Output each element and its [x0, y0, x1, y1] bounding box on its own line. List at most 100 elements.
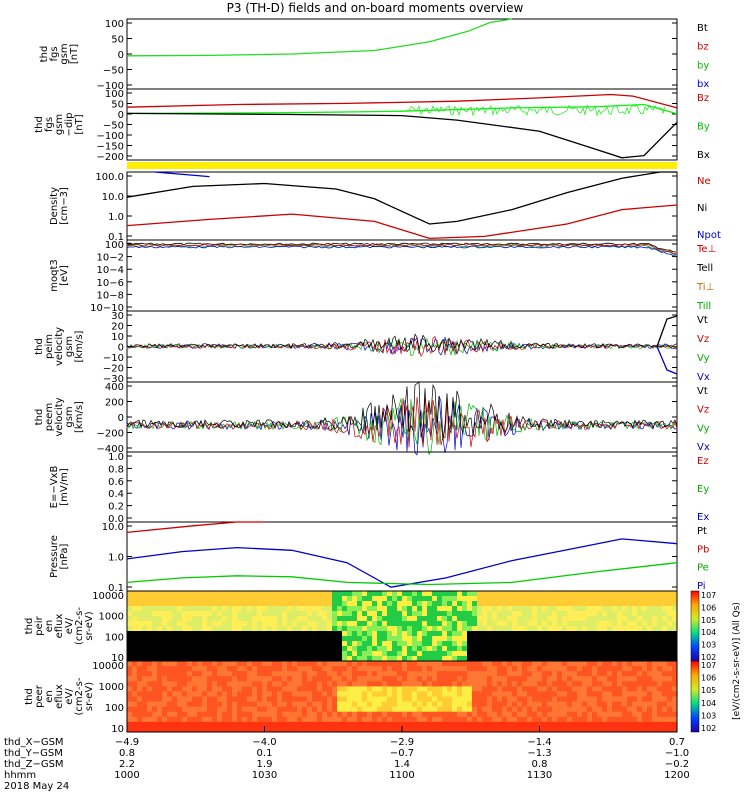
- legend-entry: Ey: [697, 484, 709, 495]
- x-row-value: 0.1: [257, 748, 273, 759]
- legend-entry: Vx: [697, 372, 710, 383]
- panel-moqt3: [126, 239, 678, 312]
- y-tick-label: −200: [97, 429, 124, 440]
- colorbar-tick: 105: [701, 616, 716, 625]
- legend-entry: Vx: [697, 442, 710, 453]
- legend-entry: bx: [697, 79, 709, 90]
- y-axis-label: thd: [39, 46, 50, 63]
- legend-entry: Ez: [697, 456, 709, 467]
- legend-entry: Pb: [697, 544, 709, 555]
- colorbar-tick: 102: [701, 653, 716, 662]
- x-row-value: 1100: [389, 770, 414, 781]
- y-tick-label: −20: [103, 364, 124, 375]
- y-tick-label: 1000: [99, 612, 124, 623]
- y-axis-label: [nPa]: [59, 543, 70, 569]
- y-axis-label: velocity: [54, 327, 65, 366]
- series-by: [126, 18, 513, 57]
- series-Pe: [126, 562, 678, 586]
- panel-frame: [126, 18, 678, 90]
- legend-entry: by: [697, 60, 709, 71]
- y-tick-label: 1.0: [108, 452, 124, 463]
- y-tick-label: 10−4: [97, 265, 124, 276]
- trace-vx-end: [656, 346, 678, 375]
- trace: [126, 243, 677, 255]
- x-row-value: −2.9: [390, 737, 414, 748]
- y-axis-label: fgs: [44, 117, 55, 132]
- y-axis-label: gsm: [64, 406, 75, 427]
- x-row-value: 0.8: [119, 748, 135, 759]
- y-axis-label: [km/s]: [74, 330, 85, 362]
- legend-entry: Ex: [697, 512, 709, 523]
- panel-frame: [126, 239, 678, 312]
- y-tick-label: −150: [97, 142, 124, 153]
- y-axis-label: (cm2-s-: [74, 607, 85, 645]
- y-tick-label: 10: [111, 653, 124, 664]
- panel-peem_velocity: [126, 381, 678, 456]
- y-axis-label: thd: [34, 116, 45, 133]
- y-tick-label: 0.2: [108, 502, 124, 513]
- y-tick-label: 0.6: [108, 477, 124, 488]
- y-tick-label: 10.0: [102, 522, 124, 533]
- legend-entry: Pt: [697, 526, 707, 537]
- series-Ne: [126, 204, 678, 240]
- y-tick-label: 10.0: [102, 192, 124, 203]
- legend-entry: Ne: [697, 176, 711, 187]
- y-tick-label: −100: [97, 81, 124, 92]
- colorbar: [690, 660, 700, 733]
- y-axis-label: Pressure: [49, 535, 60, 578]
- y-tick-label: 10: [111, 332, 124, 343]
- spectrogram: [127, 591, 677, 661]
- by-noise: [406, 104, 666, 117]
- x-row-value: −4.9: [115, 737, 139, 748]
- panel-peer_en_eflux: [126, 660, 678, 733]
- y-tick-label: 0.4: [108, 489, 124, 500]
- legend-entry: Npot: [697, 230, 721, 241]
- y-tick-label: 10000: [92, 661, 124, 672]
- legend-entry: Te⊥: [696, 244, 716, 255]
- colorbar-tick: 103: [701, 641, 716, 650]
- legend-entry: Vz: [697, 405, 709, 416]
- y-tick-label: 0: [118, 413, 124, 424]
- page-title: P3 (TH-D) fields and on-board moments ov…: [226, 1, 524, 15]
- y-tick-label: −50: [103, 121, 124, 132]
- series-Bz: [126, 93, 678, 109]
- panel-density: [126, 171, 678, 241]
- y-tick-label: 20: [111, 322, 124, 333]
- colorbar-tick: 104: [701, 699, 716, 708]
- legend-entry: Vt: [697, 386, 708, 397]
- panel-peim_velocity: [126, 310, 678, 383]
- legend-entry: Vy: [697, 353, 710, 364]
- legend-entry: Bx: [697, 150, 710, 161]
- colorbar-tick: 106: [701, 674, 716, 683]
- colorbar-tick: 106: [701, 603, 716, 612]
- x-row-value: 0.8: [532, 759, 548, 770]
- y-axis-label: eV/: [64, 617, 75, 634]
- y-tick-label: 1.0: [108, 553, 124, 564]
- y-axis-label: thd: [34, 409, 45, 426]
- legend-entry: Bz: [697, 93, 709, 104]
- x-row-label: hhmm: [4, 770, 36, 781]
- y-axis-label: Density: [49, 187, 60, 225]
- y-tick-label: 100: [105, 89, 124, 100]
- panel-peir_en_eflux: [126, 590, 678, 662]
- y-tick-label: 0: [118, 110, 124, 121]
- legend-entry: bz: [697, 42, 709, 53]
- y-axis-label: gsm: [54, 114, 65, 135]
- x-row-label: thd_Y−GSM: [4, 748, 63, 759]
- trace-2: [126, 336, 678, 358]
- panel-fgs_gsm: [126, 18, 678, 90]
- colorbar-label: [eV/(cm2-s-sr-eV)] (All Qs): [732, 602, 742, 720]
- legend-entry: Tell: [696, 263, 713, 274]
- y-axis-label: [eV]: [59, 265, 70, 286]
- y-axis-label: [nT]: [69, 44, 80, 64]
- x-row-value: −0.7: [390, 748, 414, 759]
- x-row-value: 1000: [114, 770, 139, 781]
- colorbar-tick: 104: [701, 628, 716, 637]
- y-axis-label: gsm: [59, 43, 70, 64]
- trace-3: [126, 381, 678, 441]
- series-Npot: [154, 171, 210, 178]
- series-Pi: [126, 538, 678, 588]
- y-tick-label: 0.1: [108, 232, 124, 243]
- legend-entry: Till: [696, 301, 711, 312]
- y-axis-label: peir: [34, 615, 45, 635]
